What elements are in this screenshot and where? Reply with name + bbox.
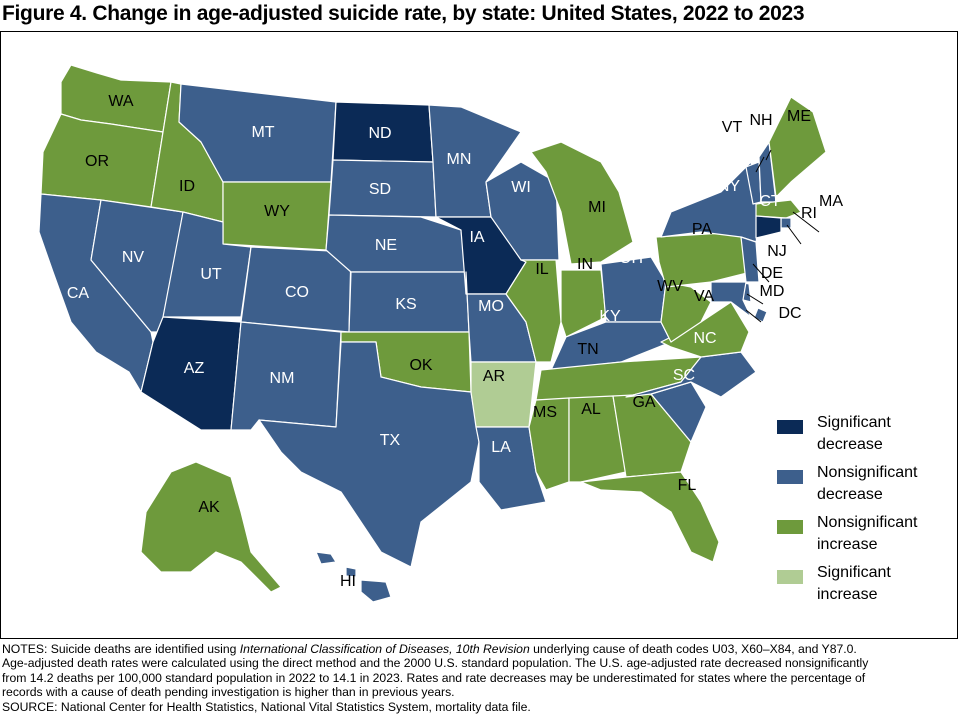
legend-item: Nonsignificant decrease xyxy=(777,462,957,512)
label-tx: TX xyxy=(380,432,401,449)
label-nv: NV xyxy=(122,249,145,266)
label-wy: WY xyxy=(264,203,290,220)
us-map: WA OR CA NV ID MT WY UT CO AZ NM ND SD N… xyxy=(38,64,843,603)
state-ct[interactable] xyxy=(755,215,782,239)
state-ma[interactable] xyxy=(755,199,802,219)
legend-swatch xyxy=(777,470,803,484)
label-va: VA xyxy=(694,288,714,305)
label-id: ID xyxy=(179,178,195,195)
label-hi: HI xyxy=(340,573,356,590)
state-hi[interactable] xyxy=(315,551,392,603)
legend-item: Significant decrease xyxy=(777,412,957,462)
state-nj[interactable] xyxy=(740,236,760,283)
label-mi: MI xyxy=(588,199,606,216)
label-ia: IA xyxy=(469,229,484,246)
state-ak[interactable] xyxy=(140,461,282,593)
label-ks: KS xyxy=(395,296,416,313)
map-frame: WA OR CA NV ID MT WY UT CO AZ NM ND SD N… xyxy=(0,31,958,639)
legend-item: Significant increase xyxy=(777,562,957,612)
label-md: MD xyxy=(760,283,785,300)
state-dc[interactable] xyxy=(753,307,768,323)
notes-line-3: from 14.2 deaths per 100,000 standard po… xyxy=(2,670,866,685)
notes-line-4: records with a cause of death pending in… xyxy=(2,685,455,700)
leader-lines xyxy=(745,149,820,323)
state-va[interactable] xyxy=(660,301,750,358)
state-wi[interactable] xyxy=(485,161,560,261)
notes-line-2: Age-adjusted death rates were calculated… xyxy=(2,656,869,671)
label-nm: NM xyxy=(270,370,295,387)
label-ut: UT xyxy=(200,266,222,283)
state-md[interactable] xyxy=(710,281,752,318)
legend-swatch xyxy=(777,420,803,434)
label-la: LA xyxy=(491,439,511,456)
label-co: CO xyxy=(285,284,309,301)
label-tn: TN xyxy=(577,341,598,358)
label-az: AZ xyxy=(184,360,205,377)
figure-notes: NOTES: Suicide deaths are identified usi… xyxy=(2,642,957,714)
state-mi[interactable] xyxy=(530,141,634,265)
figure-title: Figure 4. Change in age-adjusted suicide… xyxy=(2,2,805,25)
label-ms: MS xyxy=(533,404,557,421)
label-sd: SD xyxy=(369,181,391,198)
legend-label: Nonsignificant increase xyxy=(817,514,918,553)
state-nc[interactable] xyxy=(625,351,757,398)
label-mo: MO xyxy=(478,298,504,315)
label-ga: GA xyxy=(632,394,655,411)
label-dc: DC xyxy=(778,305,801,322)
label-al: AL xyxy=(581,401,601,418)
label-pa: PA xyxy=(692,221,712,238)
label-ky: KY xyxy=(599,308,621,325)
state-in[interactable] xyxy=(560,269,607,338)
legend-label: Nonsignificant decrease xyxy=(817,464,918,503)
state-me[interactable] xyxy=(768,96,827,198)
label-wa: WA xyxy=(108,93,134,110)
label-sc: SC xyxy=(673,367,695,384)
label-oh: OH xyxy=(619,250,643,267)
legend-swatch xyxy=(777,520,803,534)
state-al[interactable] xyxy=(568,395,627,483)
label-ny: NY xyxy=(718,178,741,195)
label-wv: WV xyxy=(657,278,683,295)
label-ne: NE xyxy=(375,237,397,254)
label-ar: AR xyxy=(483,368,505,385)
label-fl: FL xyxy=(678,477,697,494)
label-ca: CA xyxy=(67,285,90,302)
label-de: DE xyxy=(761,265,783,282)
label-in: IN xyxy=(577,256,593,273)
label-nd: ND xyxy=(368,125,391,142)
label-or: OR xyxy=(85,153,109,170)
label-me: ME xyxy=(787,108,811,125)
label-nj: NJ xyxy=(767,243,787,260)
label-ct: CT xyxy=(759,193,781,210)
legend-label: Significant increase xyxy=(817,564,891,603)
state-labels: WA OR CA NV ID MT WY UT CO AZ NM ND SD N… xyxy=(67,93,843,590)
label-ak: AK xyxy=(198,499,220,516)
state-fl[interactable] xyxy=(580,471,720,563)
label-nc: NC xyxy=(693,330,716,347)
legend-swatch xyxy=(777,570,803,584)
label-ma: MA xyxy=(819,193,843,210)
state-il[interactable] xyxy=(505,259,562,363)
label-mt: MT xyxy=(251,124,274,141)
state-ri[interactable] xyxy=(780,217,792,229)
legend-item: Nonsignificant increase xyxy=(777,512,957,562)
label-ri: RI xyxy=(801,205,817,222)
label-vt: VT xyxy=(722,119,743,136)
legend: Significant decrease Nonsignificant decrea… xyxy=(777,412,957,612)
label-wi: WI xyxy=(511,179,531,196)
state-tx[interactable] xyxy=(258,341,480,568)
notes-line-1: NOTES: Suicide deaths are identified usi… xyxy=(2,642,857,656)
label-ok: OK xyxy=(409,357,432,374)
legend-label: Significant decrease xyxy=(817,414,891,453)
label-nh: NH xyxy=(749,112,772,129)
label-mn: MN xyxy=(447,151,472,168)
label-il: IL xyxy=(535,261,548,278)
source-line: SOURCE: National Center for Health Stati… xyxy=(2,699,531,714)
